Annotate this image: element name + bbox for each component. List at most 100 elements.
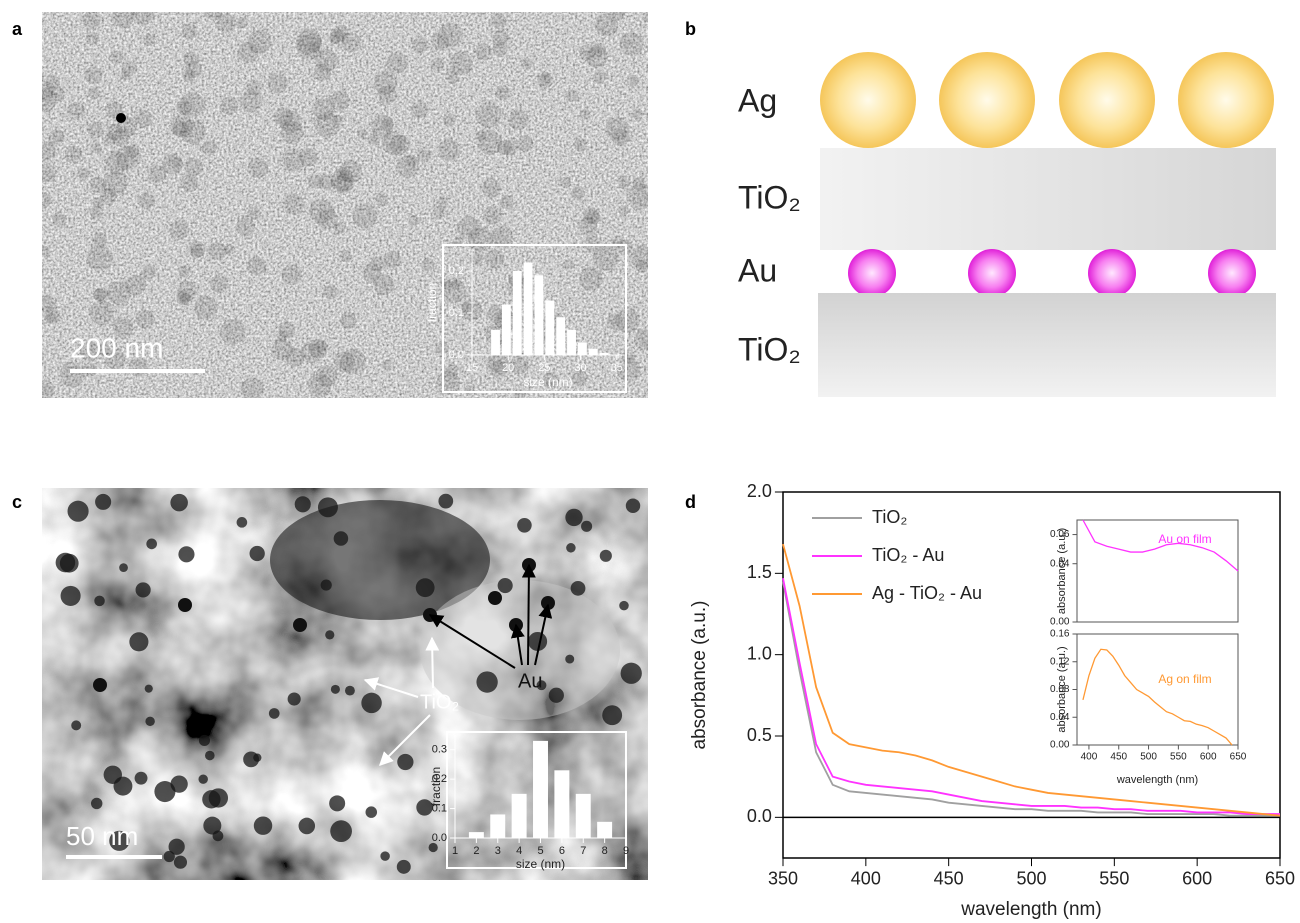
y-tick-label: 0.16 bbox=[1050, 629, 1070, 640]
grain bbox=[278, 321, 295, 338]
x-tick-label: 7 bbox=[580, 845, 586, 857]
grain bbox=[65, 146, 82, 163]
x-axis-label: wavelength (nm) bbox=[960, 899, 1101, 920]
particle bbox=[243, 751, 259, 767]
x-tick-label: 400 bbox=[1081, 752, 1098, 763]
x-axis-label: wavelength (nm) bbox=[1116, 774, 1198, 786]
particle bbox=[397, 754, 413, 770]
grain bbox=[241, 378, 264, 401]
grain bbox=[409, 215, 420, 226]
arrow bbox=[528, 565, 529, 665]
ag-particle bbox=[1059, 52, 1155, 148]
x-tick-label: 1 bbox=[452, 845, 458, 857]
grain bbox=[579, 217, 597, 235]
scale-bar-label: 50 nm bbox=[66, 821, 138, 851]
grain bbox=[178, 265, 191, 278]
histogram-bar bbox=[578, 342, 587, 355]
legend-label: TiO₂ - Au bbox=[872, 545, 944, 565]
grain bbox=[615, 308, 640, 333]
grain bbox=[185, 61, 203, 79]
grain bbox=[86, 32, 99, 45]
x-tick-label: 400 bbox=[851, 868, 881, 888]
x-tick-label: 35 bbox=[611, 362, 623, 374]
panel-label: c bbox=[12, 492, 22, 512]
x-tick-label: 15 bbox=[466, 362, 478, 374]
grain bbox=[491, 14, 507, 30]
particle bbox=[170, 494, 188, 512]
grain bbox=[329, 32, 341, 44]
x-tick-label: 600 bbox=[1200, 752, 1217, 763]
x-tick-label: 9 bbox=[623, 845, 629, 857]
panel-label: b bbox=[685, 19, 696, 39]
particle bbox=[178, 546, 194, 562]
grain bbox=[340, 312, 357, 329]
y-tick-label: 0.0 bbox=[747, 806, 772, 826]
y-axis-label: absorbance (a.u.) bbox=[689, 601, 710, 750]
x-tick-label: 8 bbox=[602, 845, 608, 857]
grain bbox=[438, 139, 460, 161]
particle bbox=[571, 581, 586, 596]
particle bbox=[600, 550, 612, 562]
annotation: Ag on film bbox=[1158, 672, 1211, 686]
grain bbox=[521, 58, 533, 70]
panel-label: a bbox=[12, 19, 23, 39]
particle bbox=[438, 494, 453, 509]
grain bbox=[620, 32, 643, 55]
grain bbox=[593, 70, 606, 83]
grain bbox=[446, 364, 459, 377]
grain bbox=[485, 250, 504, 269]
grain bbox=[618, 205, 629, 216]
grain bbox=[449, 52, 473, 76]
grain bbox=[457, 216, 480, 239]
grain bbox=[381, 118, 393, 130]
grain bbox=[476, 130, 486, 140]
x-tick-label: 20 bbox=[502, 362, 514, 374]
grain bbox=[272, 339, 294, 361]
particle bbox=[145, 717, 154, 726]
histogram-bar bbox=[589, 349, 598, 355]
grain bbox=[202, 141, 217, 156]
tio2-layer bbox=[820, 148, 1276, 250]
particle bbox=[198, 774, 207, 783]
grain bbox=[194, 296, 218, 320]
annotation: Au on film bbox=[1158, 532, 1211, 546]
histogram-bar bbox=[545, 300, 554, 355]
grain bbox=[51, 87, 65, 101]
histogram-bar bbox=[567, 330, 576, 355]
particle bbox=[154, 781, 175, 802]
grain bbox=[357, 128, 367, 138]
particle bbox=[119, 563, 128, 572]
x-tick-label: 450 bbox=[934, 868, 964, 888]
grain bbox=[323, 285, 337, 299]
grain bbox=[381, 131, 405, 155]
y-tick-label: 0.0 bbox=[432, 832, 447, 844]
x-axis-label: size (nm) bbox=[523, 375, 572, 389]
grain bbox=[374, 71, 397, 94]
grain bbox=[500, 195, 514, 209]
x-tick-label: 5 bbox=[537, 845, 543, 857]
particle bbox=[565, 509, 582, 526]
grain bbox=[417, 148, 432, 163]
histogram-bar bbox=[535, 275, 544, 355]
ag-particle bbox=[820, 52, 916, 148]
particle bbox=[581, 521, 592, 532]
grain bbox=[92, 232, 107, 247]
particle bbox=[174, 856, 187, 869]
y-tick-label: 2.0 bbox=[747, 481, 772, 501]
grain bbox=[208, 242, 227, 261]
grain bbox=[273, 107, 292, 126]
layer-diagram: Ag TiO₂ Au TiO₂ bbox=[738, 52, 1276, 397]
grain bbox=[315, 340, 327, 352]
arrow bbox=[432, 638, 433, 688]
x-tick-label: 3 bbox=[495, 845, 501, 857]
grain bbox=[205, 3, 222, 20]
grain bbox=[421, 258, 434, 271]
grain bbox=[593, 245, 618, 270]
y-tick-label: 0.1 bbox=[449, 307, 464, 319]
grain bbox=[34, 380, 54, 400]
grain bbox=[433, 205, 446, 218]
grain bbox=[508, 109, 529, 130]
particle bbox=[129, 632, 148, 651]
grain bbox=[580, 109, 590, 119]
particle bbox=[293, 618, 307, 632]
